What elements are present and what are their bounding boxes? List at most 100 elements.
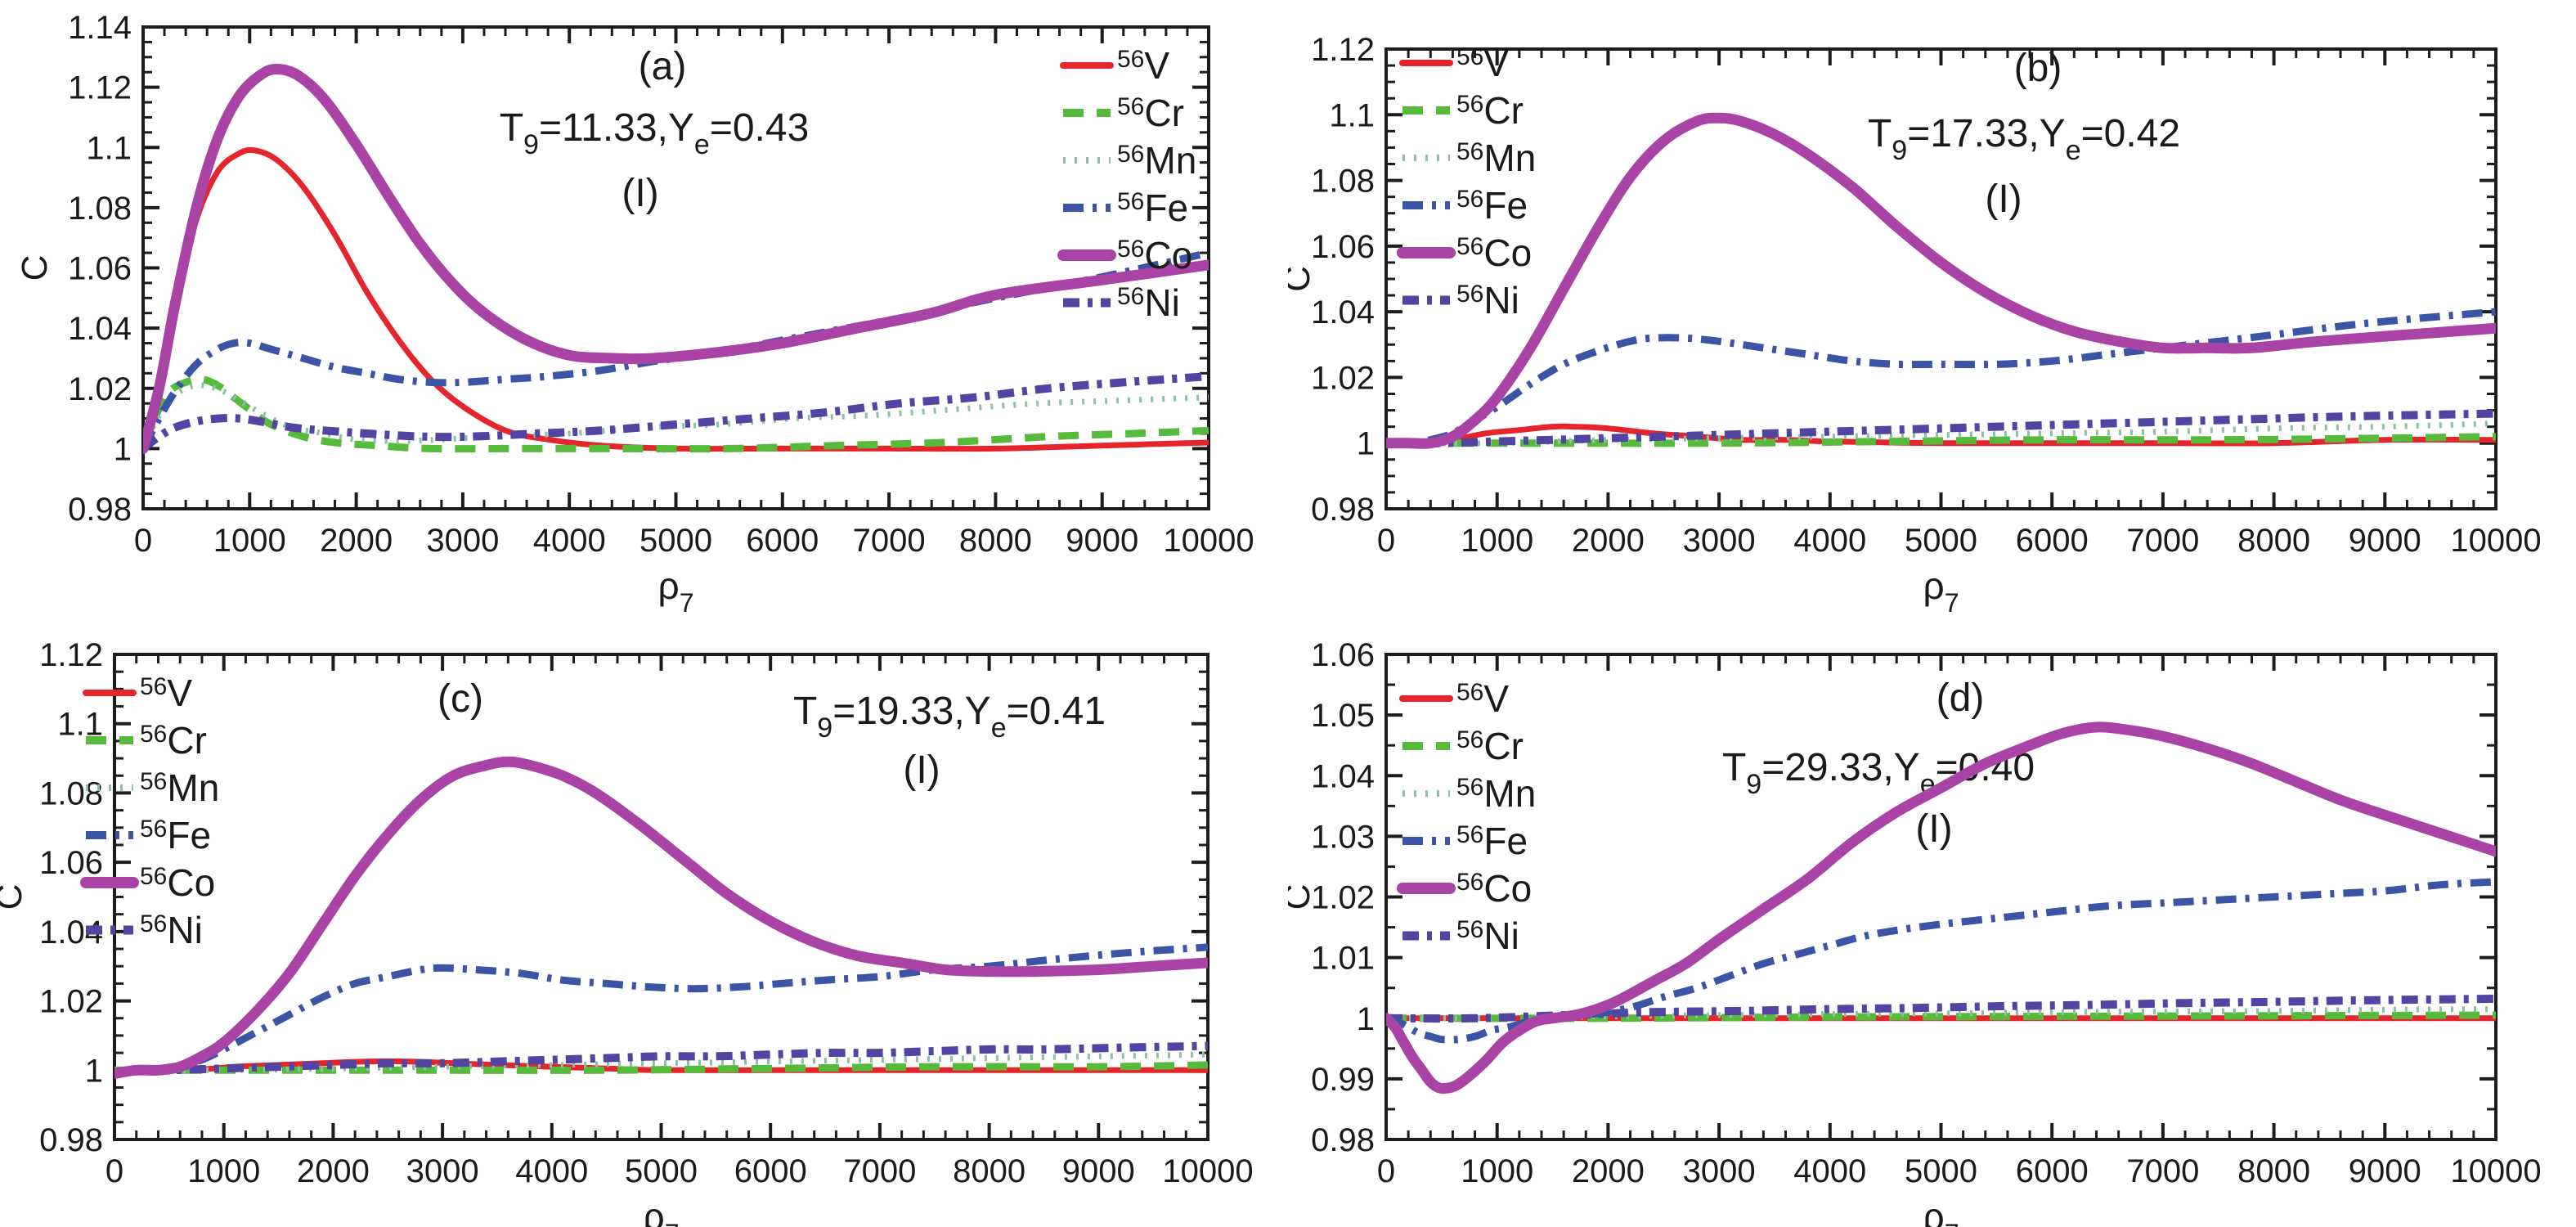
x-tick-label: 6000 (734, 1153, 807, 1189)
panel-label-a: (a) (639, 45, 687, 88)
x-tick-label: 2000 (1572, 523, 1645, 559)
panel-d: 0 1000 2000 3000 4000 5000 6000 7000 8000 9000 100… (1277, 614, 2576, 1227)
legend-entry-Fe: 56Fe (1402, 820, 1528, 862)
x-tick-label: 8000 (959, 523, 1032, 559)
condition-title-a: T9=11.33,Ye=0.43 (500, 106, 810, 160)
legend-label-Ni: 56Ni (1456, 915, 1519, 957)
condition-title-c: T9=19.33,Ye=0.41 (793, 690, 1106, 744)
legend-entry-Mn: 56Mn (1063, 139, 1196, 182)
x-tick-label: 10000 (2450, 523, 2541, 559)
x-tick-label: 0 (134, 523, 152, 559)
model-label-c: (I) (903, 748, 940, 792)
y-tick-label: 1 (85, 1053, 103, 1089)
legend-label-Fe: 56Fe (140, 814, 211, 856)
chart-panel-a: 0 1000 2000 3000 4000 5000 6000 7000 8000 9000 100… (15, 10, 1254, 618)
curve-Cr-d (1386, 1011, 2496, 1022)
legend-entry-Mn: 56Mn (86, 766, 219, 809)
y-tick-label: 1.04 (1311, 294, 1375, 330)
legend-entry-Mn: 56Mn (1402, 772, 1536, 815)
x-tick-label: 10000 (1162, 1153, 1253, 1189)
x-tick-label: 5000 (640, 523, 712, 559)
x-tick-label: 10000 (2450, 1153, 2541, 1189)
x-tick-label: 8000 (2237, 523, 2310, 559)
y-tick-label: 1.03 (1311, 819, 1375, 855)
legend-entry-Cr: 56Cr (86, 719, 207, 762)
legend-label-V: 56V (140, 672, 192, 714)
x-tick-label: 10000 (1163, 523, 1254, 559)
curve-Fe-d (1386, 878, 2496, 1044)
x-tick-label: 9000 (2349, 523, 2421, 559)
x-tick-label: 2000 (1572, 1153, 1645, 1189)
x-tick-label: 2000 (297, 1153, 370, 1189)
y-tick-label: 1.06 (68, 251, 132, 287)
curve-Co-a (143, 64, 1209, 454)
x-tick-label: 1000 (187, 1153, 260, 1189)
panel-label-b: (b) (2014, 47, 2062, 90)
y-tick-label: 1.05 (1311, 698, 1375, 734)
curve-Ni-a (143, 372, 1209, 452)
x-tick-label: 0 (1377, 523, 1395, 559)
x-tick-label: 1000 (213, 523, 286, 559)
legend-label-Co: 56Co (140, 861, 215, 904)
legend-label-Mn: 56Mn (1456, 137, 1536, 179)
y-tick-label: 1.1 (1329, 97, 1375, 133)
legend-label-Ni: 56Ni (1117, 281, 1180, 324)
legend-a: 56V 56Cr 56Mn 56Fe 56Co 56Ni (1057, 44, 1196, 324)
panel-a: 0 1000 2000 3000 4000 5000 6000 7000 8000 9000 100… (0, 0, 1288, 618)
curves-d (1386, 721, 2496, 1094)
curve-V-a (143, 146, 1209, 452)
y-tick-label: 1.02 (1311, 360, 1375, 396)
y-tick-label: 0.99 (1311, 1062, 1375, 1098)
legend-entry-Co: 56Co (1397, 231, 1532, 274)
legend-label-Cr: 56Cr (1456, 89, 1524, 132)
chart-panel-c: 0 1000 2000 3000 4000 5000 6000 7000 8000 9000 100… (0, 637, 1254, 1227)
legend-entry-Mn: 56Mn (1402, 137, 1536, 179)
chart-panel-b: 0 1000 2000 3000 4000 5000 6000 7000 8000 9000 100… (1277, 32, 2542, 618)
y-tick-label: 1.04 (1311, 758, 1375, 794)
legend-label-Co: 56Co (1456, 867, 1532, 910)
x-tick-label: 6000 (2016, 523, 2089, 559)
condition-title-b: T9=17.33,Ye=0.42 (1868, 112, 2180, 166)
curves-c (114, 756, 1208, 1079)
curves-b (1386, 112, 2496, 449)
x-tick-label: 1000 (1461, 523, 1533, 559)
x-tick-label: 9000 (1062, 1153, 1135, 1189)
y-tick-label: 1.06 (1311, 229, 1375, 265)
legend-entry-V: 56V (1399, 42, 1509, 84)
legend-label-Cr: 56Cr (140, 719, 207, 762)
legend-entry-Co: 56Co (1057, 234, 1192, 276)
legend-label-Co: 56Co (1117, 234, 1192, 276)
legend-label-Fe: 56Fe (1456, 820, 1528, 862)
y-tick-label: 0.98 (39, 1122, 103, 1158)
x-tick-label: 5000 (1905, 523, 1977, 559)
x-axis-label: ρ7 (1923, 564, 1959, 614)
y-tick-label: 1 (114, 431, 132, 467)
legend-label-Ni: 56Ni (1456, 279, 1519, 321)
x-tick-label: 8000 (2237, 1153, 2310, 1189)
x-tick-label: 7000 (843, 1153, 916, 1189)
x-tick-label: 6000 (2016, 1153, 2089, 1189)
x-tick-label: 5000 (1905, 1153, 1977, 1189)
legend-label-Ni: 56Ni (140, 909, 203, 951)
y-tick-label: 1.12 (1311, 32, 1375, 68)
x-tick-label: 4000 (1793, 1153, 1866, 1189)
legend-entry-Cr: 56Cr (1402, 725, 1524, 767)
y-axis-label: C (0, 884, 29, 910)
y-axis-label: C (1288, 266, 1317, 292)
x-tick-label: 6000 (746, 523, 819, 559)
legend-entry-Cr: 56Cr (1402, 89, 1524, 132)
legend-label-Fe: 56Fe (1456, 184, 1528, 227)
condition-title-d: T9=29.33,Ye=0.40 (1722, 746, 2035, 800)
y-tick-label: 1.08 (68, 191, 132, 227)
y-tick-label: 1.01 (1311, 941, 1375, 977)
legend-entry-Fe: 56Fe (1402, 184, 1528, 227)
model-label-d: (I) (1915, 807, 1952, 851)
curve-Cr-b (1386, 433, 2496, 447)
panel-label-c: (c) (438, 677, 483, 721)
legend-entry-Cr: 56Cr (1063, 92, 1184, 134)
legend-label-V: 56V (1456, 42, 1509, 84)
curve-Co-b (1386, 112, 2496, 449)
panel-b: 0 1000 2000 3000 4000 5000 6000 7000 8000 9000 100… (1277, 0, 2576, 618)
